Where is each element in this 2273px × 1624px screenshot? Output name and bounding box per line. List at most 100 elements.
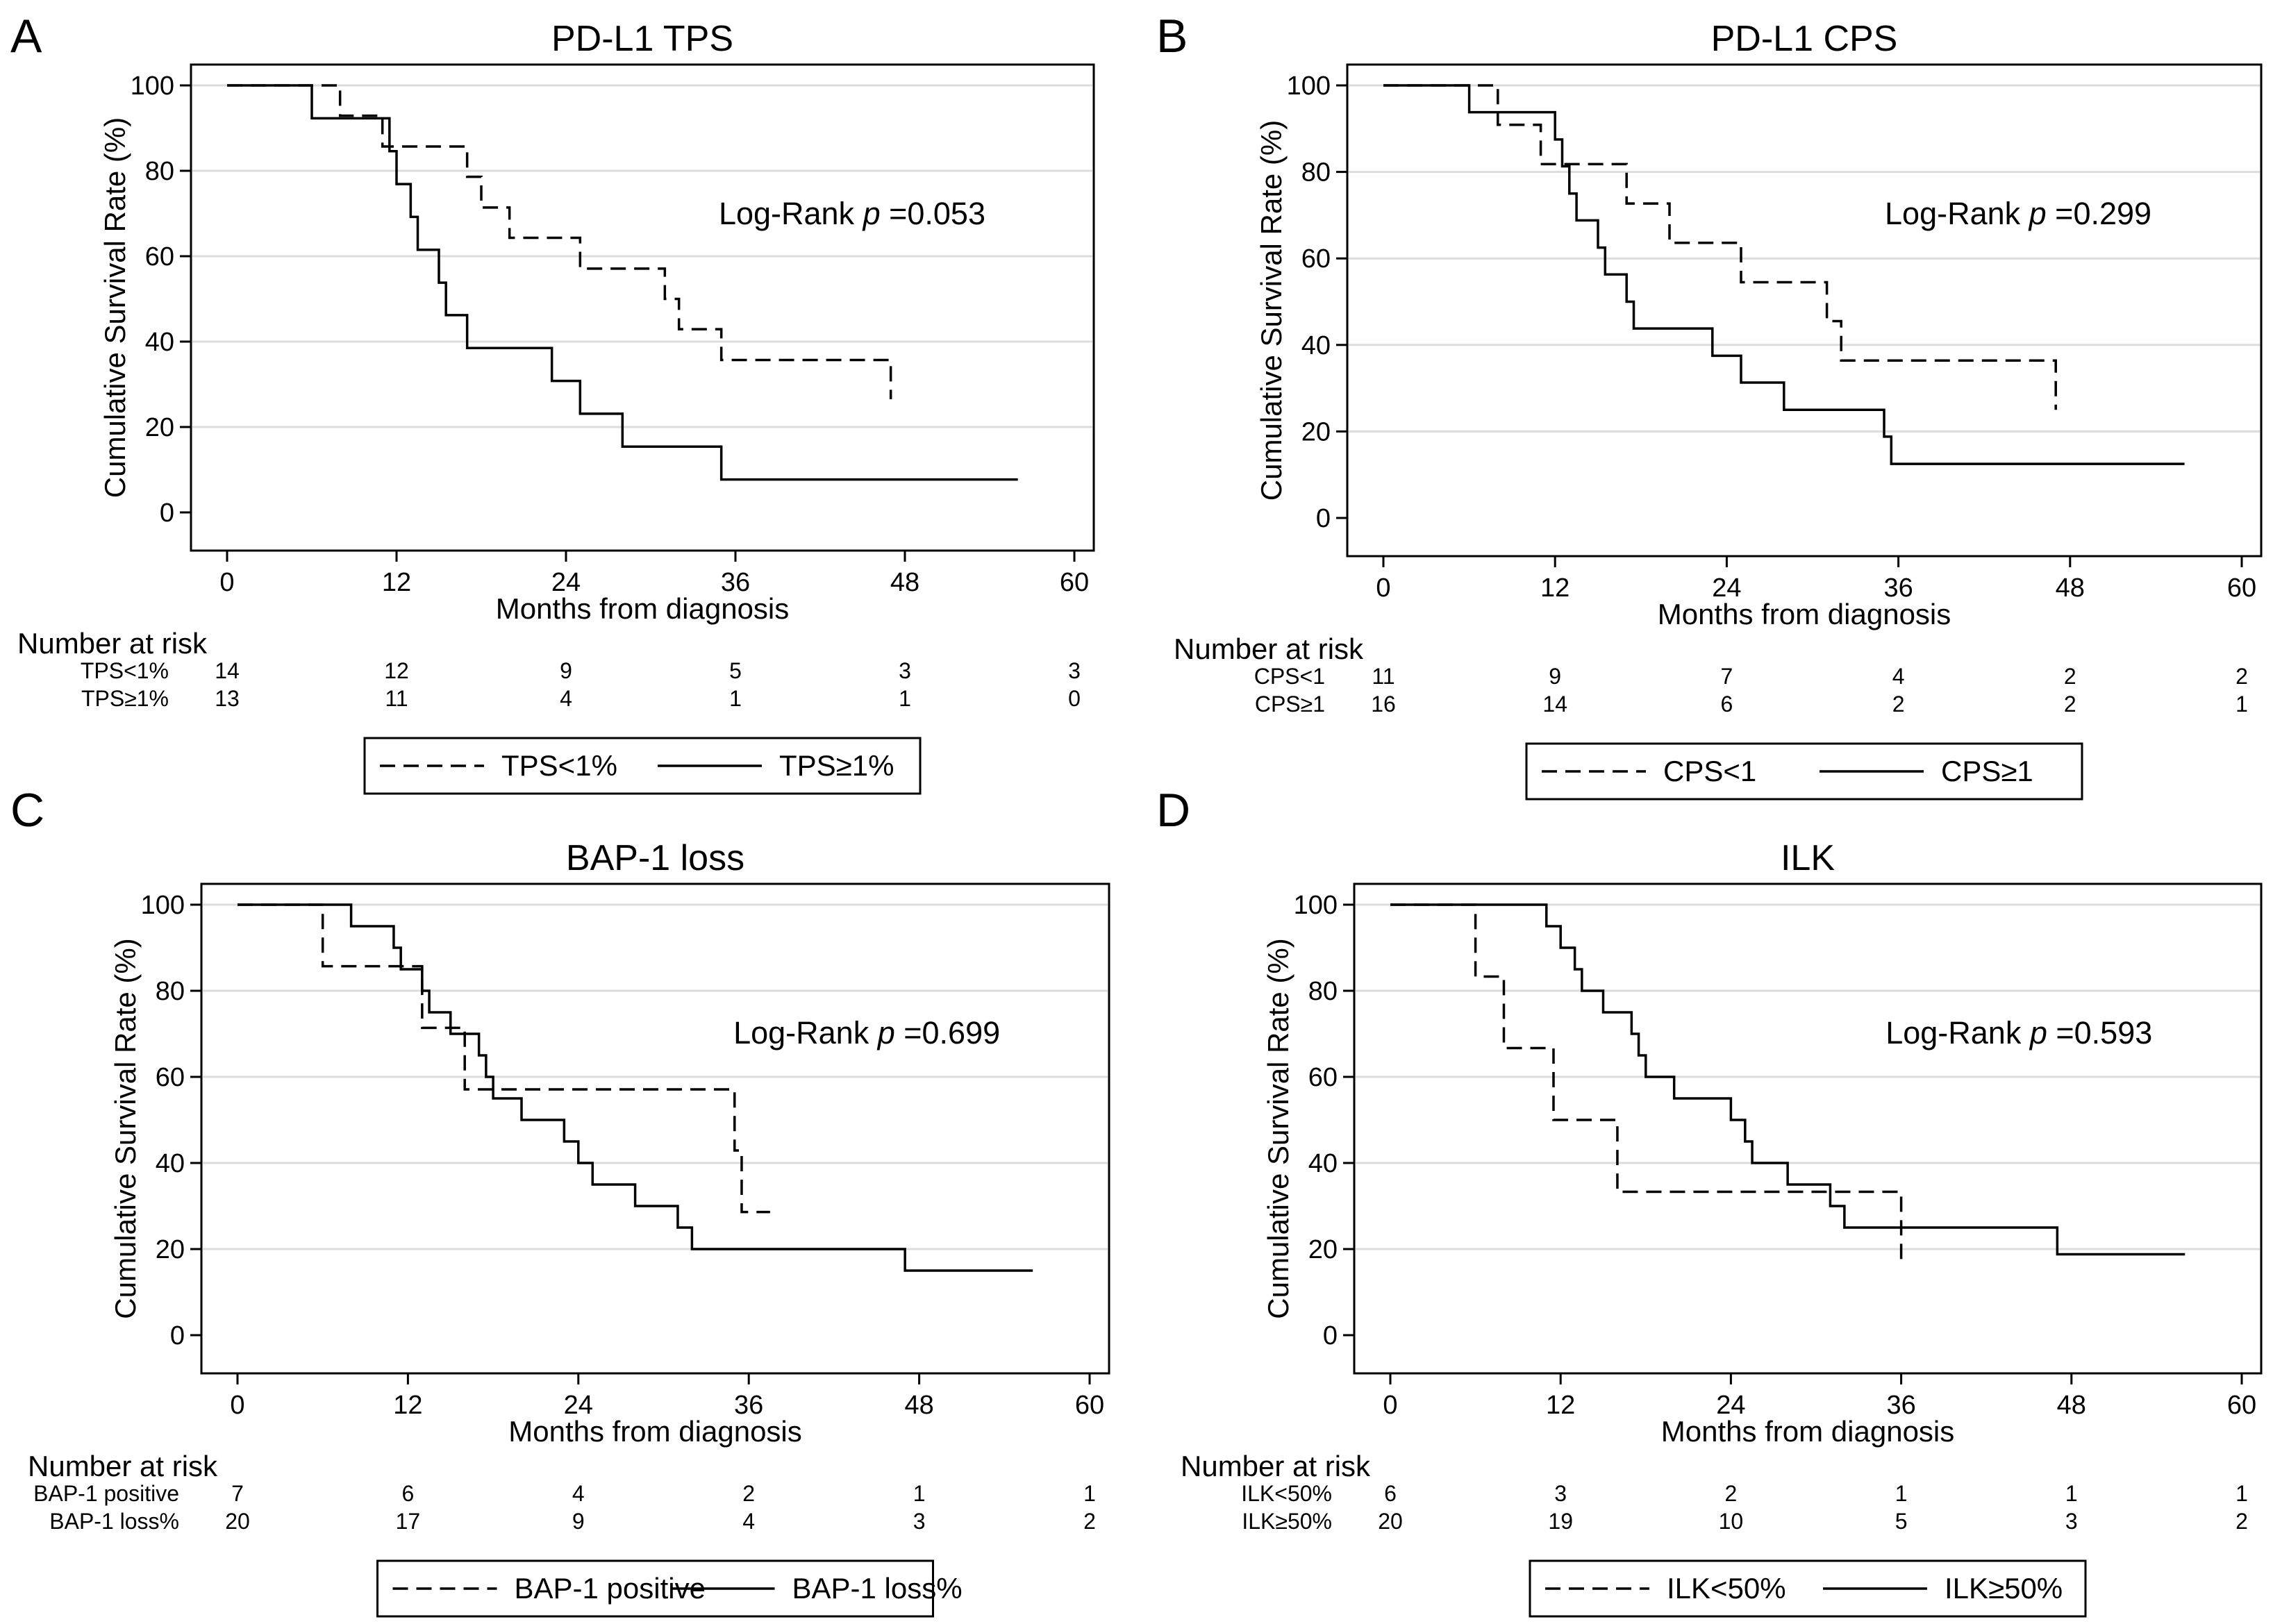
chart-title: PD-L1 CPS — [1711, 19, 1898, 59]
x-axis-label: Months from diagnosis — [1658, 598, 1951, 630]
risk-count: 1 — [2235, 1481, 2248, 1506]
x-tick-label: 48 — [890, 568, 919, 597]
log-rank-annotation: Log-Rank p =0.699 — [733, 1015, 1000, 1050]
risk-count: 14 — [1542, 692, 1567, 717]
survival-curve-dashed — [1383, 84, 2057, 410]
survival-curve-solid — [238, 903, 1033, 1272]
log-rank-annotation: Log-Rank p =0.053 — [719, 196, 985, 231]
log-rank-p-symbol: p — [862, 196, 881, 231]
y-tick-label: 0 — [160, 499, 174, 528]
y-tick-label: 80 — [145, 157, 174, 186]
chart-title: PD-L1 TPS — [551, 19, 733, 59]
risk-count: 1 — [2065, 1481, 2078, 1506]
plot-frame — [1353, 882, 2263, 1375]
panel-letter: B — [1156, 10, 1188, 62]
y-tick-label: 60 — [1308, 1063, 1338, 1092]
risk-table-title: Number at risk — [1174, 633, 1364, 665]
legend-label: TPS<1% — [501, 749, 617, 782]
log-rank-value: =0.593 — [2047, 1015, 2152, 1050]
y-tick-label: 20 — [145, 413, 174, 442]
risk-count: 2 — [2235, 1509, 2248, 1534]
risk-row-label: CPS<1 — [1254, 664, 1325, 689]
y-tick-label: 20 — [156, 1235, 185, 1264]
y-tick-label: 20 — [1301, 417, 1331, 446]
risk-count: 4 — [742, 1509, 755, 1534]
y-tick-label: 100 — [141, 891, 185, 920]
x-axis-label: Months from diagnosis — [508, 1415, 802, 1448]
survival-curve-solid — [227, 84, 1018, 481]
y-tick-label: 20 — [1308, 1235, 1338, 1264]
x-tick-label: 12 — [1540, 574, 1570, 603]
legend-label: ILK<50% — [1667, 1572, 1786, 1605]
survival-curve-dashed — [227, 84, 892, 400]
risk-count: 3 — [1068, 658, 1081, 683]
y-tick-label: 0 — [1316, 504, 1331, 533]
legend-box — [1525, 742, 2083, 801]
risk-row-label: TPS<1% — [81, 658, 169, 683]
risk-count: 9 — [560, 658, 572, 683]
chart-title: ILK — [1781, 838, 1835, 878]
y-tick-label: 40 — [156, 1149, 185, 1178]
chart-title: BAP-1 loss — [566, 838, 744, 878]
x-tick-label: 36 — [1886, 1391, 1915, 1420]
risk-count: 20 — [1378, 1509, 1403, 1534]
x-tick-label: 60 — [2227, 574, 2256, 603]
risk-count: 9 — [572, 1509, 585, 1534]
risk-count: 1 — [1895, 1481, 1908, 1506]
y-tick-label: 0 — [1323, 1321, 1338, 1350]
risk-count: 0 — [1068, 686, 1081, 711]
x-tick-label: 48 — [2057, 1391, 2086, 1420]
y-axis-label: Cumulative Survival Rate (%) — [1255, 120, 1288, 501]
log-rank-annotation: Log-Rank p =0.299 — [1885, 196, 2151, 231]
log-rank-p-symbol: p — [2029, 1015, 2047, 1050]
survival-curve-dashed — [1390, 903, 1903, 1264]
risk-count: 2 — [1083, 1509, 1096, 1534]
risk-count: 10 — [1719, 1509, 1744, 1534]
plot-frame — [1346, 63, 2263, 558]
y-tick-label: 60 — [1301, 244, 1331, 274]
y-axis-label: Cumulative Survival Rate (%) — [99, 117, 131, 499]
risk-count: 4 — [572, 1481, 585, 1506]
risk-count: 13 — [215, 686, 240, 711]
x-tick-label: 60 — [1075, 1391, 1104, 1420]
y-tick-label: 0 — [170, 1321, 185, 1350]
risk-row-label: BAP-1 positive — [33, 1481, 179, 1506]
log-rank-p-symbol: p — [876, 1015, 895, 1050]
risk-count: 1 — [2235, 692, 2248, 717]
y-tick-label: 40 — [1301, 331, 1331, 360]
x-tick-label: 24 — [1716, 1391, 1745, 1420]
log-rank-prefix: Log-Rank — [1885, 1015, 2030, 1050]
survival-curve-solid — [1390, 903, 2185, 1256]
x-tick-label: 0 — [230, 1391, 244, 1420]
panel-letter: C — [10, 784, 44, 837]
risk-count: 3 — [899, 658, 911, 683]
x-tick-label: 36 — [734, 1391, 763, 1420]
risk-count: 12 — [384, 658, 409, 683]
risk-table-title: Number at risk — [1181, 1450, 1371, 1482]
panel-letter: D — [1156, 784, 1190, 837]
y-tick-label: 100 — [1294, 891, 1338, 920]
y-tick-label: 100 — [1287, 72, 1331, 101]
y-tick-label: 40 — [1308, 1149, 1338, 1178]
y-tick-label: 40 — [145, 328, 174, 357]
x-tick-label: 24 — [564, 1391, 593, 1420]
risk-count: 2 — [742, 1481, 755, 1506]
legend-box — [363, 737, 922, 795]
x-tick-label: 60 — [1060, 568, 1089, 597]
log-rank-value: =0.699 — [895, 1015, 1000, 1050]
risk-count: 5 — [1895, 1509, 1908, 1534]
risk-count: 3 — [913, 1509, 926, 1534]
y-axis-label: Cumulative Survival Rate (%) — [109, 938, 142, 1319]
x-tick-label: 12 — [1546, 1391, 1575, 1420]
risk-count: 2 — [2235, 664, 2248, 689]
risk-count: 2 — [1725, 1481, 1738, 1506]
risk-count: 9 — [1549, 664, 1561, 689]
survival-curve-solid — [1383, 84, 2185, 465]
log-rank-p-symbol: p — [2028, 196, 2047, 231]
risk-row-label: ILK≥50% — [1242, 1509, 1332, 1534]
x-tick-label: 12 — [393, 1391, 422, 1420]
risk-table-title: Number at risk — [17, 627, 208, 660]
